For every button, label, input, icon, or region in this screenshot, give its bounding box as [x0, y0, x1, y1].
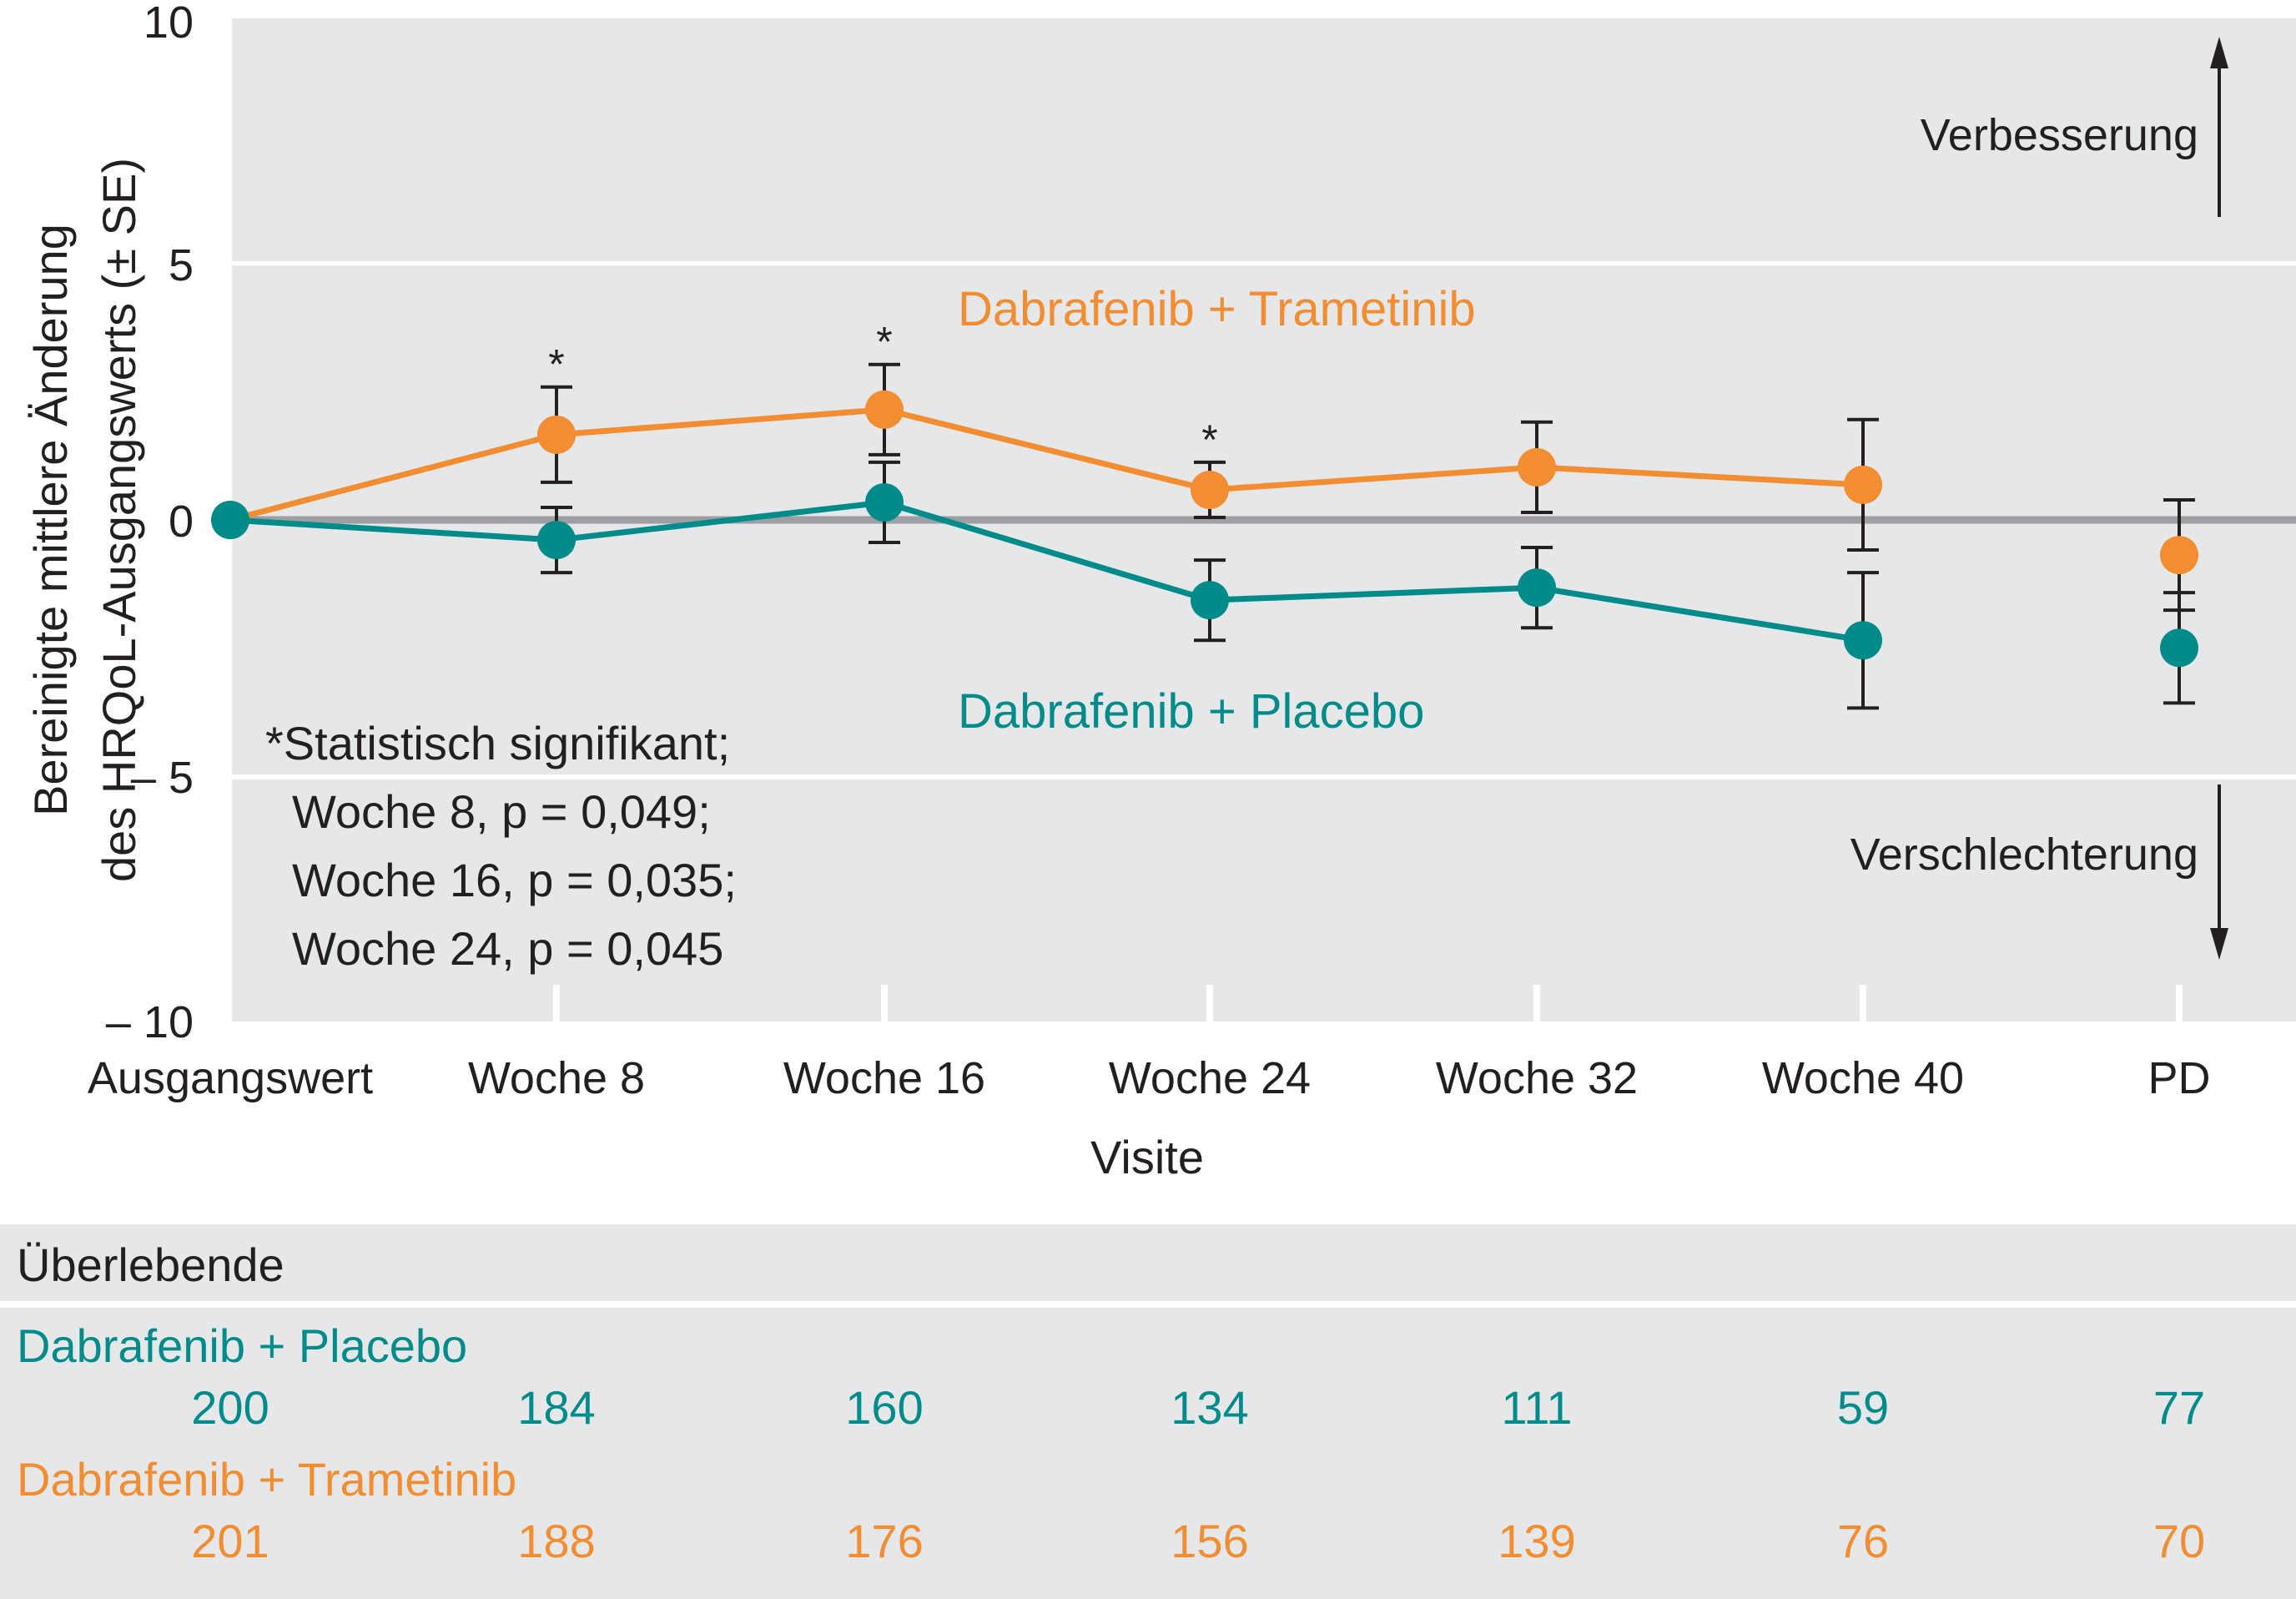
- data-point: [1191, 470, 1229, 509]
- note-line-3: Woche 16, p = 0,035;: [292, 854, 737, 906]
- note-line-4: Woche 24, p = 0,045: [292, 922, 723, 975]
- worsening-arrow-head: [2210, 928, 2228, 960]
- survivors-cell: 184: [517, 1381, 595, 1434]
- improvement-annotation: Verbesserung: [1921, 37, 2228, 217]
- survivors-body-band: [0, 1308, 2296, 1599]
- x-tick-label: Woche 16: [783, 1053, 985, 1103]
- data-point: [211, 501, 249, 539]
- x-tick-label: Woche 24: [1109, 1053, 1311, 1103]
- survivors-cell: 201: [191, 1515, 269, 1567]
- data-point: [2160, 628, 2198, 668]
- data-point: [865, 482, 904, 522]
- survivors-cell: 59: [1837, 1381, 1889, 1434]
- survivors-cell: 111: [1501, 1381, 1572, 1434]
- data-point: [537, 415, 576, 454]
- data-point: [1518, 447, 1556, 487]
- worsening-annotation: Verschlechterung: [1850, 784, 2228, 960]
- x-tick-label: PD: [2147, 1053, 2210, 1103]
- data-point: [2160, 536, 2198, 575]
- plot-band-lower: [232, 779, 2296, 1021]
- x-ticks: Ausgangswert Woche 8 Woche 16 Woche 24 Woche…: [88, 985, 2211, 1103]
- survivors-cell: 188: [517, 1515, 595, 1567]
- survivors-cell: 70: [2153, 1515, 2205, 1567]
- plot-band-upper: [232, 18, 2296, 261]
- survivors-cell: 160: [845, 1381, 923, 1434]
- y-tick-label-minus5: – 5: [131, 753, 194, 803]
- data-point: [1191, 581, 1229, 620]
- y-tick-label-5: 5: [169, 240, 194, 290]
- survivors-cell: 76: [1837, 1515, 1889, 1567]
- note-line-2: Woche 8, p = 0,049;: [292, 785, 711, 838]
- survivors-table: Überlebende Dabrafenib + Placebo Dabrafe…: [0, 1224, 2296, 1599]
- data-point: [865, 390, 904, 429]
- survivors-cell: 139: [1498, 1515, 1575, 1567]
- data-point: [1844, 465, 1882, 504]
- y-axis-title: Bereinigte mittlere Änderung des HRQoL-A…: [24, 158, 145, 882]
- y-tick-label-minus10: – 10: [106, 997, 194, 1047]
- x-tick-label: Woche 32: [1436, 1053, 1638, 1103]
- x-tick-label: Ausgangswert: [88, 1053, 373, 1103]
- y-axis-title-line1: Bereinigte mittlere Änderung: [24, 224, 77, 816]
- note-line-1: *Statistisch signifikant;: [265, 717, 730, 769]
- series-line: [229, 499, 1864, 643]
- improvement-label: Verbesserung: [1921, 110, 2198, 160]
- y-axis-title-line2: des HRQoL-Ausgangswerts (± SE): [93, 158, 145, 882]
- survivors-row-label-trametinib: Dabrafenib + Trametinib: [17, 1453, 516, 1506]
- series-line: [229, 406, 1864, 523]
- x-axis-title: Visite: [1090, 1131, 1204, 1183]
- survivors-cell: 77: [2153, 1381, 2205, 1434]
- survivors-header-band: [0, 1224, 2296, 1301]
- survivors-cell: 134: [1171, 1381, 1248, 1434]
- y-tick-label-10: 10: [144, 0, 194, 48]
- survivors-values: 200 184 160 134 111 59 77 201 188 176 156 139 76 70: [191, 1381, 2205, 1567]
- data-point: [537, 521, 576, 560]
- significance-star: *: [876, 319, 892, 366]
- improvement-arrow-head: [2210, 37, 2228, 68]
- survivors-cell: 176: [845, 1515, 923, 1567]
- series-label-trametinib: Dabrafenib + Trametinib: [958, 282, 1476, 336]
- data-point: [1518, 568, 1556, 608]
- survivors-cell: 156: [1171, 1515, 1248, 1567]
- x-tick-label: Woche 8: [468, 1053, 645, 1103]
- y-ticks: 10 5 0 – 5 – 10: [106, 0, 194, 1047]
- y-tick-label-0: 0: [169, 497, 194, 547]
- significance-star: *: [548, 341, 564, 388]
- x-tick-label: Woche 40: [1762, 1053, 1964, 1103]
- survivors-title: Überlebende: [17, 1238, 284, 1291]
- survivors-cell: 200: [191, 1381, 269, 1434]
- significance-note: *Statistisch signifikant; Woche 8, p = 0…: [265, 717, 737, 975]
- series-label-placebo: Dabrafenib + Placebo: [958, 684, 1424, 739]
- data-point: [1844, 621, 1882, 660]
- worsening-label: Verschlechterung: [1850, 830, 2198, 880]
- survivors-row-label-placebo: Dabrafenib + Placebo: [17, 1319, 467, 1372]
- significance-star: *: [1201, 416, 1217, 463]
- series-layer: * * *: [211, 319, 2198, 710]
